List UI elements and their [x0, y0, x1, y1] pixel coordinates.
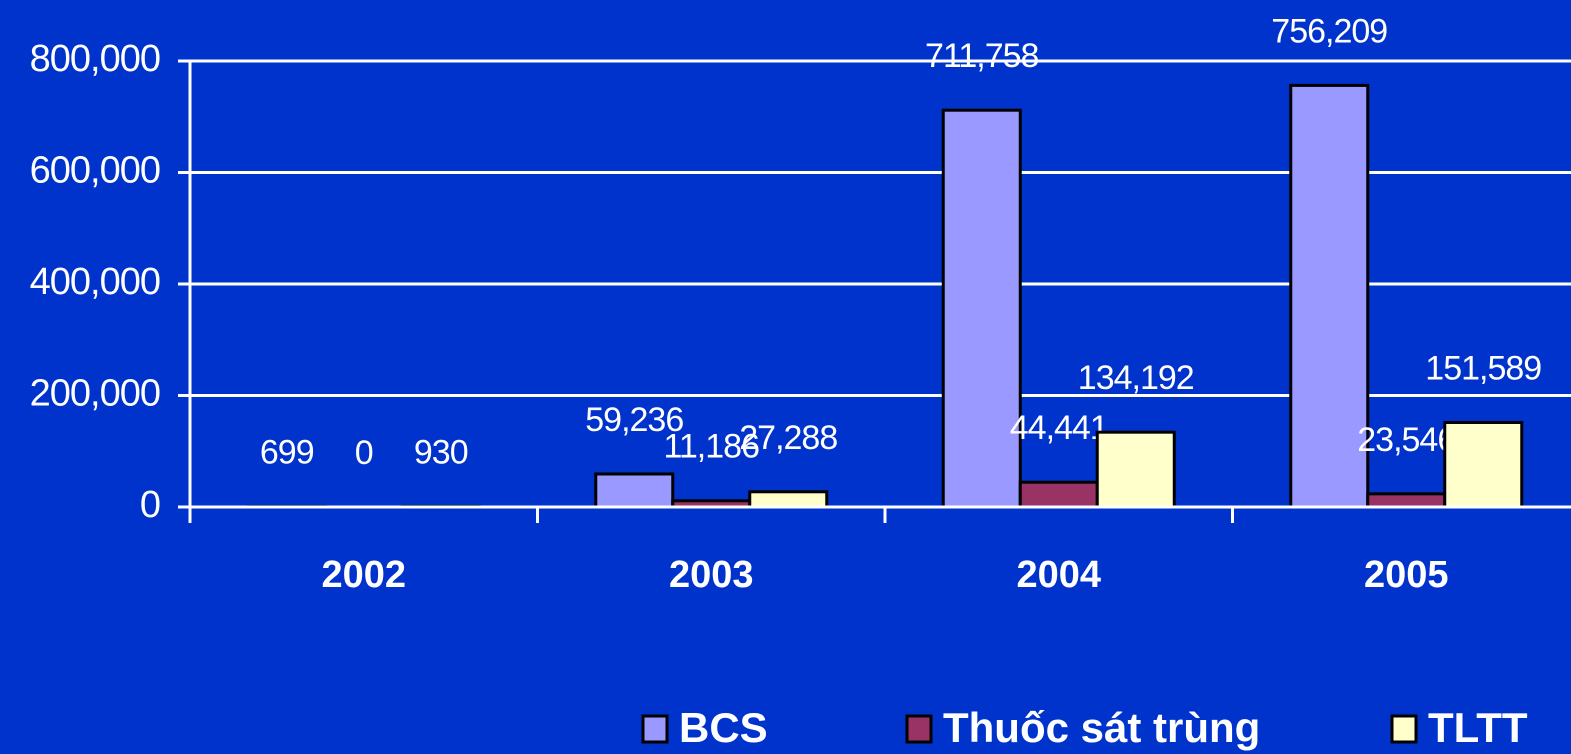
bar — [941, 108, 1022, 509]
value-label: 59,236 — [585, 401, 683, 439]
legend-swatch — [905, 714, 933, 744]
legend-swatch — [1390, 714, 1418, 744]
legend-label: Thuốc sát trùng — [943, 704, 1260, 751]
y-tick-label: 800,000 — [30, 38, 160, 80]
legend-swatch — [641, 714, 669, 744]
value-label: 11,186 — [664, 428, 760, 466]
y-tick-label: 600,000 — [30, 150, 160, 192]
y-tick-label: 200,000 — [30, 373, 160, 415]
value-label: 44,441 — [1010, 409, 1108, 447]
bar — [1095, 430, 1176, 509]
value-label: 134,192 — [1078, 359, 1194, 397]
x-tick-label: 2005 — [1364, 554, 1449, 596]
value-label: 151,589 — [1425, 349, 1541, 387]
value-label: 27,288 — [739, 419, 837, 457]
legend-label: TLTT — [1428, 704, 1528, 751]
x-tick-label: 2003 — [669, 554, 754, 596]
bar — [748, 490, 829, 509]
value-label: 23,546 — [1357, 421, 1455, 459]
y-tick-label: 0 — [140, 484, 160, 526]
bar — [594, 472, 675, 509]
bar — [1366, 492, 1447, 509]
x-tick-label: 2002 — [321, 554, 406, 596]
bar — [1443, 420, 1524, 509]
legend-label: BCS — [679, 704, 768, 751]
x-tick-label: 2004 — [1016, 554, 1101, 596]
y-tick-label: 400,000 — [30, 261, 160, 303]
value-label: 0 — [355, 434, 373, 472]
value-label: 930 — [414, 433, 468, 471]
bar — [1289, 83, 1370, 509]
bar — [1018, 480, 1099, 509]
value-label: 756,209 — [1271, 12, 1387, 50]
value-label: 699 — [260, 434, 314, 472]
value-label: 711,758 — [925, 37, 1038, 75]
